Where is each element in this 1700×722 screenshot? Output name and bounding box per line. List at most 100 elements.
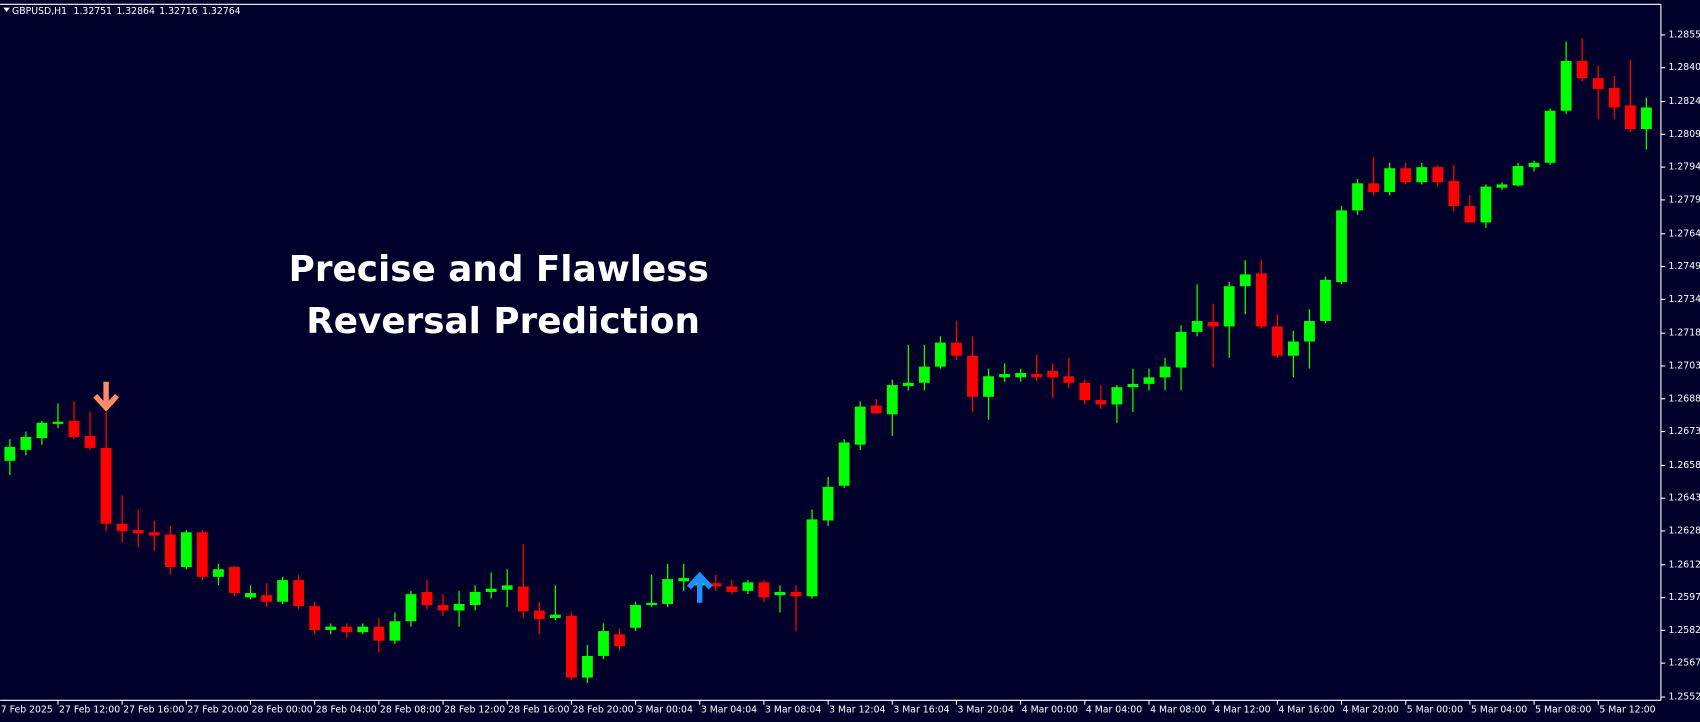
candle-body	[598, 631, 609, 656]
candle-body	[1287, 341, 1299, 356]
y-tick-label: 1.27035	[1668, 360, 1700, 371]
candle-body	[1111, 387, 1123, 405]
candle-body	[1624, 105, 1636, 130]
y-tick-label: 1.25975	[1668, 592, 1700, 603]
candle-body	[1159, 366, 1171, 378]
y-tick-label: 1.25520	[1668, 692, 1700, 703]
candle-body	[52, 421, 64, 424]
candle-body	[565, 615, 577, 678]
signal-arrow	[686, 571, 713, 603]
candle-body	[1239, 274, 1251, 287]
candle-body	[84, 435, 96, 448]
candle-body	[790, 591, 802, 597]
overlay-title: Precise and Flawless	[289, 249, 709, 290]
candle-body	[1320, 279, 1331, 321]
candle-body	[389, 621, 401, 641]
x-tick-label: 4 Mar 16:00	[1278, 705, 1334, 716]
candle-body	[1336, 210, 1347, 283]
candle-body	[148, 532, 160, 536]
candle-body	[1047, 370, 1059, 378]
x-tick-label: 27 Feb 20:00	[187, 705, 248, 716]
x-tick-label: 3 Mar 16:04	[893, 705, 949, 716]
x-tick-label: 27 Feb 12:00	[59, 705, 120, 716]
candle-body	[164, 534, 176, 568]
candle-body	[999, 374, 1011, 378]
x-tick-label: 3 Mar 08:04	[765, 705, 821, 716]
candle-body	[485, 588, 497, 592]
candle-body	[967, 355, 978, 397]
candle-body	[1480, 186, 1492, 223]
candle-body	[806, 519, 818, 597]
candle-body	[4, 446, 16, 461]
candle-body	[1608, 88, 1620, 108]
candle-body	[325, 626, 337, 630]
x-tick-label: 4 Mar 00:00	[1022, 705, 1078, 716]
x-tick-label: 28 Feb 12:00	[444, 705, 505, 716]
candle-body	[116, 523, 128, 532]
candle-body	[1368, 183, 1380, 193]
candle-body	[1223, 286, 1235, 327]
candle-body	[549, 614, 561, 618]
candle-body	[196, 532, 208, 577]
y-tick-label: 1.25825	[1668, 625, 1700, 636]
x-tick-label: 4 Mar 20:00	[1343, 705, 1399, 716]
y-tick-label: 1.28245	[1668, 96, 1700, 107]
candle-body	[357, 626, 369, 633]
candle-body	[261, 595, 272, 602]
candle-body	[341, 626, 353, 633]
candle-body	[469, 591, 481, 606]
candle-body	[1255, 273, 1267, 327]
y-tick-label: 1.27185	[1668, 328, 1700, 339]
x-tick-label: 5 Mar 00:00	[1407, 705, 1463, 716]
candle-body	[1031, 374, 1043, 378]
candle-body	[453, 603, 465, 611]
candle-body	[870, 405, 882, 414]
candle-body	[373, 626, 385, 641]
candle-body	[293, 580, 305, 607]
x-tick-label: 4 Mar 12:00	[1214, 705, 1270, 716]
x-tick-label: 3 Mar 00:04	[637, 705, 693, 716]
candle-body	[662, 579, 674, 604]
candle-body	[886, 384, 898, 415]
y-tick-label: 1.26580	[1668, 460, 1700, 471]
candle-body	[614, 634, 625, 647]
x-tick-label: 5 Mar 04:00	[1471, 705, 1527, 716]
symbol: GBPUSD,H1	[12, 5, 67, 16]
y-tick-label: 1.26125	[1668, 559, 1700, 570]
x-tick-label: 3 Mar 04:04	[701, 705, 757, 716]
candle-body	[212, 569, 224, 577]
candle-body	[277, 580, 289, 602]
y-tick-label: 1.28550	[1668, 29, 1700, 40]
y-tick-label: 1.26430	[1668, 493, 1700, 504]
candle-body	[517, 586, 529, 612]
x-tick-label: 3 Mar 12:04	[829, 705, 885, 716]
candle-body	[1512, 166, 1524, 186]
x-tick-label: 28 Feb 20:00	[572, 705, 633, 716]
candle-body	[1352, 183, 1363, 211]
candle-body	[838, 442, 850, 486]
candle-body	[1271, 326, 1283, 356]
candle-body	[854, 406, 866, 445]
quote-open: 1.32751	[74, 5, 113, 16]
candle-body	[1127, 383, 1139, 388]
candle-body	[758, 582, 770, 598]
candle-body	[437, 605, 449, 611]
candle-body	[1079, 382, 1091, 401]
overlay-title: Reversal Prediction	[306, 301, 700, 342]
x-tick-label: 4 Mar 08:00	[1150, 705, 1206, 716]
candle-body	[501, 585, 513, 590]
candle-body	[180, 532, 192, 568]
y-tick-label: 1.26885	[1668, 393, 1700, 404]
candle-body	[1063, 376, 1075, 383]
candle-body	[68, 420, 80, 438]
candle-body	[421, 591, 433, 606]
candle-body	[951, 342, 962, 356]
y-tick-label: 1.27340	[1668, 294, 1700, 305]
symbol-menu-icon[interactable]	[3, 7, 10, 12]
candle-body	[1496, 184, 1508, 188]
y-tick-label: 1.28095	[1668, 129, 1700, 140]
candle-body	[1640, 107, 1652, 130]
candle-body	[1432, 167, 1444, 183]
